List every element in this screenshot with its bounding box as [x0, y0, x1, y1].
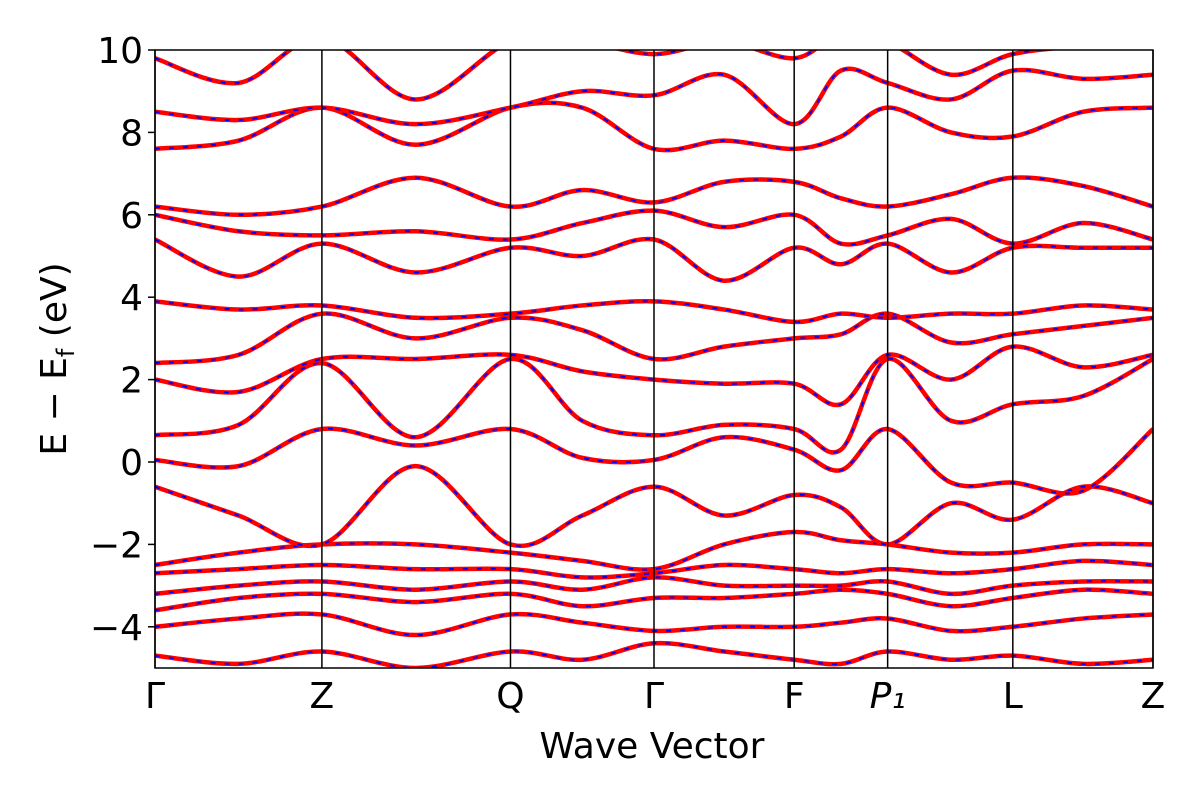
y-tick-label: 8 — [120, 113, 143, 154]
y-axis-label: E − Ef (eV) — [34, 262, 80, 455]
band-dash — [155, 67, 1153, 126]
x-tick-label: Q — [496, 676, 524, 717]
x-tick-label: Z — [310, 676, 335, 717]
band-line — [155, 640, 1153, 668]
x-tick-label: Γ — [145, 676, 165, 717]
x-tick-label: P₁ — [870, 676, 906, 717]
band-line — [155, 311, 1153, 366]
band-dash — [155, 612, 1153, 637]
band-line — [155, 426, 1153, 496]
y-tick-label: 2 — [120, 361, 143, 402]
y-label-part: E − E — [34, 357, 75, 456]
band-dash — [155, 357, 1153, 454]
y-tick-label: 4 — [120, 278, 143, 319]
y-tick-label: 10 — [97, 31, 143, 72]
y-tick-label: −2 — [90, 525, 143, 566]
band-dash — [155, 176, 1153, 216]
band-dash — [155, 345, 1153, 406]
y-tick-label: 0 — [120, 443, 143, 484]
band-dash — [155, 559, 1153, 579]
bands — [155, 50, 1153, 668]
y-label-part: (eV) — [34, 262, 75, 348]
y-tick-label: −4 — [90, 608, 143, 649]
band-dash — [155, 588, 1153, 612]
x-tick-label: L — [1003, 676, 1023, 717]
y-tick-label: 6 — [120, 196, 143, 237]
band-line — [155, 529, 1153, 572]
x-axis-label: Wave Vector — [540, 726, 765, 767]
band-dash — [155, 237, 1153, 282]
y-label-sub: f — [52, 348, 80, 357]
band-dash — [155, 300, 1153, 323]
x-tick-label: Γ — [644, 676, 664, 717]
band-dash — [155, 576, 1153, 595]
x-tick-label: Z — [1141, 676, 1166, 717]
x-tick-label: F — [784, 676, 805, 717]
band-line — [155, 463, 1153, 549]
band-dash — [155, 50, 1048, 101]
band-dash — [155, 209, 1153, 246]
